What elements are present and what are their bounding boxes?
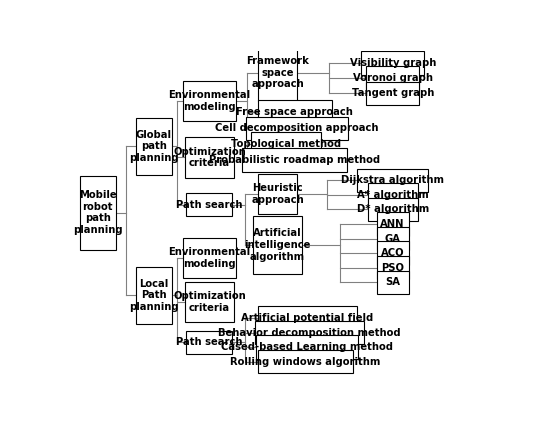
Text: Optimization
criteria: Optimization criteria [173, 291, 246, 312]
Text: Global
path
planning: Global path planning [129, 130, 179, 163]
FancyBboxPatch shape [185, 137, 234, 178]
Text: Visibility graph: Visibility graph [349, 58, 436, 68]
FancyBboxPatch shape [186, 193, 233, 216]
FancyBboxPatch shape [185, 282, 234, 322]
FancyBboxPatch shape [258, 44, 297, 101]
Text: PSO: PSO [381, 263, 404, 273]
FancyBboxPatch shape [136, 267, 172, 324]
Text: ANN: ANN [381, 219, 405, 229]
Text: Path search: Path search [176, 200, 243, 210]
FancyBboxPatch shape [377, 212, 409, 236]
FancyBboxPatch shape [253, 216, 302, 274]
FancyBboxPatch shape [368, 198, 417, 221]
Text: Topological method: Topological method [231, 139, 341, 149]
FancyBboxPatch shape [366, 67, 419, 90]
Text: Cased-based Learning method: Cased-based Learning method [222, 342, 393, 352]
FancyBboxPatch shape [255, 321, 364, 344]
FancyBboxPatch shape [251, 132, 321, 155]
Text: Probabilistic roadmap method: Probabilistic roadmap method [209, 155, 380, 165]
Text: SA: SA [385, 277, 400, 287]
FancyBboxPatch shape [183, 238, 236, 278]
Text: A* algorithm: A* algorithm [357, 190, 428, 200]
Text: Environmental
modeling: Environmental modeling [168, 90, 250, 112]
Text: Tangent graph: Tangent graph [351, 88, 434, 99]
Text: Optimization
criteria: Optimization criteria [173, 147, 246, 168]
Text: Environmental
modeling: Environmental modeling [168, 247, 250, 269]
FancyBboxPatch shape [136, 117, 172, 175]
Text: Artificial
intelligence
algorithm: Artificial intelligence algorithm [244, 229, 311, 261]
FancyBboxPatch shape [361, 51, 425, 75]
FancyBboxPatch shape [183, 81, 236, 121]
Text: Behavior decomposition method: Behavior decomposition method [218, 328, 401, 338]
Text: D* algorithm: D* algorithm [356, 204, 429, 214]
FancyBboxPatch shape [377, 271, 409, 294]
FancyBboxPatch shape [377, 242, 409, 265]
FancyBboxPatch shape [257, 101, 332, 124]
Text: Free space approach: Free space approach [236, 107, 353, 117]
Text: Heuristic
approach: Heuristic approach [251, 183, 304, 205]
FancyBboxPatch shape [258, 350, 353, 373]
Text: Dijkstra algorithm: Dijkstra algorithm [341, 175, 444, 185]
FancyBboxPatch shape [242, 149, 348, 172]
Text: GA: GA [384, 234, 401, 243]
FancyBboxPatch shape [258, 174, 297, 214]
Text: Cell decomposition approach: Cell decomposition approach [215, 123, 378, 133]
FancyBboxPatch shape [256, 336, 359, 359]
FancyBboxPatch shape [368, 183, 417, 206]
Text: Rolling windows algorithm: Rolling windows algorithm [230, 357, 381, 367]
FancyBboxPatch shape [186, 330, 233, 354]
Text: Voronoi graph: Voronoi graph [353, 73, 433, 83]
FancyBboxPatch shape [80, 176, 116, 250]
FancyBboxPatch shape [377, 256, 409, 280]
FancyBboxPatch shape [258, 306, 357, 330]
FancyBboxPatch shape [366, 82, 419, 105]
Text: ACO: ACO [381, 248, 404, 258]
FancyBboxPatch shape [358, 168, 428, 192]
Text: Local
Path
planning: Local Path planning [129, 279, 179, 312]
Text: Artificial potential field: Artificial potential field [241, 313, 373, 323]
FancyBboxPatch shape [377, 227, 409, 250]
FancyBboxPatch shape [246, 117, 348, 140]
Text: Mobile
robot
path
planning: Mobile robot path planning [73, 190, 123, 235]
Text: Path search: Path search [176, 337, 243, 347]
Text: Framework
space
approach: Framework space approach [246, 56, 309, 89]
